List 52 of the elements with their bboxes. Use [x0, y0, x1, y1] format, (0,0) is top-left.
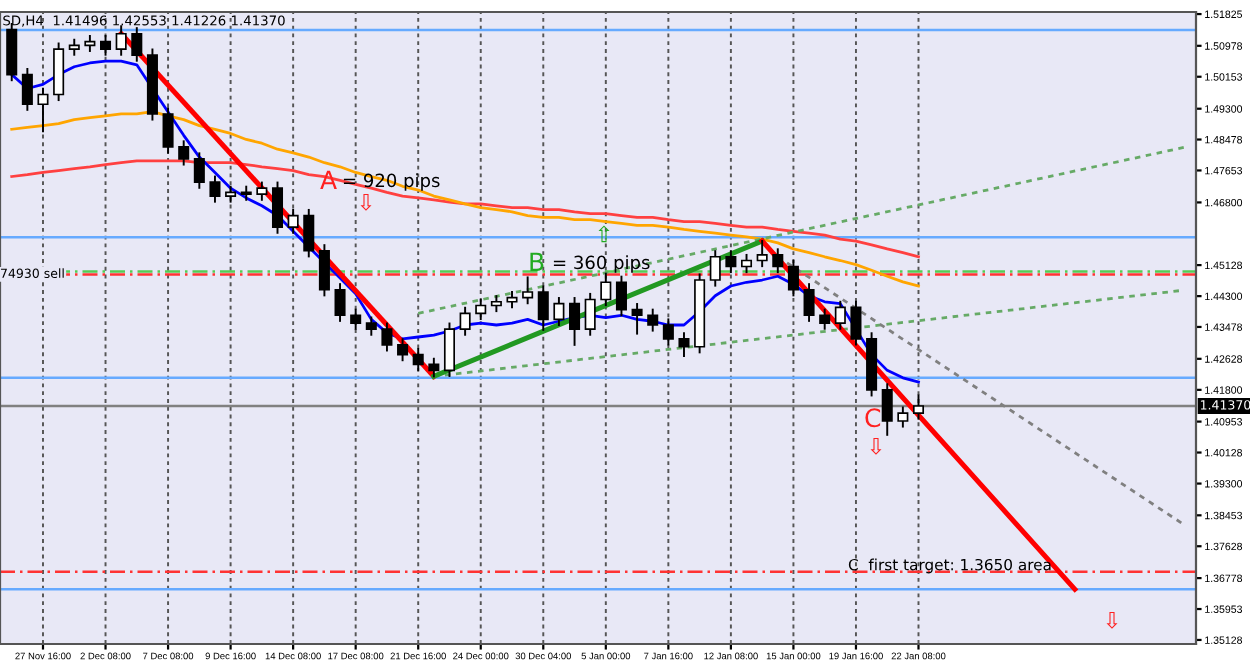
annotation: ⇩ [360, 193, 372, 211]
annotation: C [865, 408, 881, 428]
candlestick [397, 338, 409, 362]
candlestick [772, 248, 784, 274]
annotation: B [530, 252, 544, 271]
candlestick [615, 275, 627, 317]
candlestick [881, 383, 893, 436]
candlestick [756, 240, 768, 268]
candlestick [443, 322, 456, 377]
candlestick [678, 332, 690, 358]
candlestick [303, 208, 315, 258]
candlestick [553, 297, 565, 326]
candlestick [21, 68, 33, 111]
candlestick [209, 175, 221, 203]
candlestick [803, 283, 815, 322]
candlestick [834, 300, 846, 330]
candlestick [522, 276, 534, 305]
candlestick [647, 308, 659, 332]
candlestick [318, 244, 330, 297]
annotation: ⇩ [870, 437, 882, 455]
candlestick [569, 297, 581, 346]
candlestick [459, 306, 471, 336]
candlestick [725, 250, 737, 274]
candlestick [709, 250, 721, 287]
candlestick [271, 181, 284, 234]
candlestick [584, 292, 596, 336]
candlestick [162, 107, 174, 154]
candlestick [600, 272, 612, 307]
candlestick [897, 406, 909, 428]
annotation: ⇩ [1106, 611, 1118, 629]
candlestick [53, 42, 65, 102]
candlestick [115, 25, 127, 56]
candlestick [787, 259, 799, 297]
candlestick [350, 308, 362, 330]
candlestick [850, 300, 862, 346]
candlestick [37, 87, 49, 133]
candlestick [6, 23, 18, 82]
candlestick [131, 27, 143, 62]
candlestick [412, 348, 424, 371]
candlestick [100, 35, 112, 56]
candlestick [475, 298, 487, 320]
candlestick [178, 140, 190, 166]
candlestick [662, 318, 674, 346]
candlestick [193, 152, 205, 189]
annotation: = 360 pips [553, 255, 650, 273]
candlestick [819, 308, 831, 330]
candlestick [287, 208, 299, 234]
candlestick [537, 285, 549, 331]
candlestick [334, 283, 346, 322]
candlestick [631, 303, 643, 335]
candlestick [381, 322, 393, 352]
candlestick [912, 394, 925, 420]
